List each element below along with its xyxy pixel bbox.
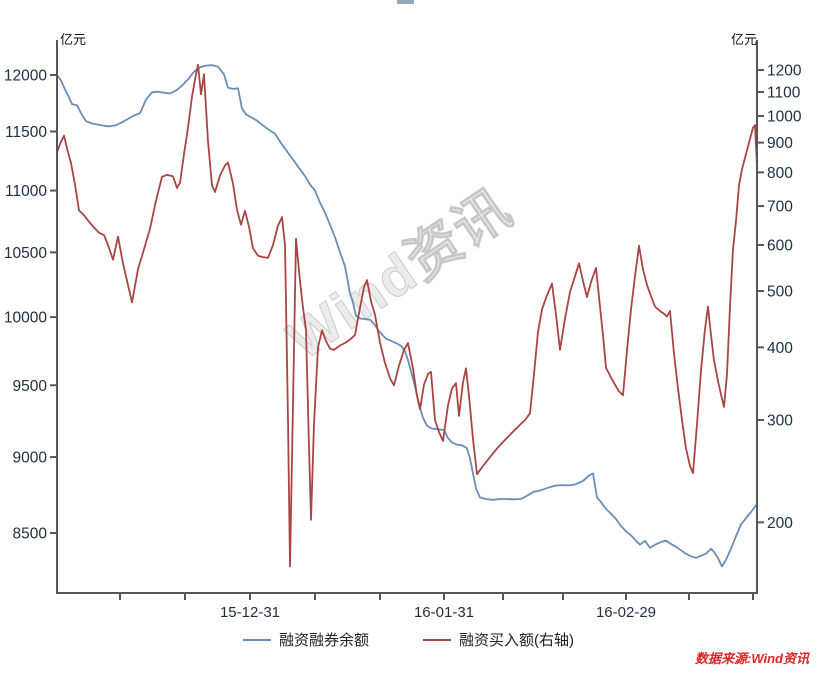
right-axis-tick-label: 600 <box>767 237 793 254</box>
left-axis-tick-label: 11000 <box>5 183 47 200</box>
left-axis-tick-label: 9000 <box>13 450 48 467</box>
right-axis-tick-label: 500 <box>767 284 793 301</box>
right-axis-tick-label: 800 <box>767 165 793 182</box>
balance-line-swatch <box>242 638 271 641</box>
right-axis-unit-label: 亿元 <box>731 32 758 47</box>
legend: 融资融券余额 融资买入额(右轴) <box>0 629 817 650</box>
right-axis-tick-label: 900 <box>767 135 793 152</box>
left-axis-tick-label: 12000 <box>4 68 47 85</box>
top-window-dash <box>397 0 414 4</box>
data-source-note: 数据来源:Wind资讯 <box>695 651 809 666</box>
x-axis-date-label: 16-02-29 <box>596 604 656 621</box>
buy-amount-legend-label: 融资买入额(右轴) <box>459 632 574 649</box>
balance-line <box>56 64 758 568</box>
legend-item-buy-amount: 融资买入额(右轴) <box>423 629 574 650</box>
left-axis-tick-label: 11500 <box>5 124 47 141</box>
legend-item-balance: 融资融券余额 <box>242 629 369 650</box>
buy-amount-line <box>56 63 758 568</box>
x-axis-date-label: 16-01-31 <box>414 604 474 621</box>
balance-legend-label: 融资融券余额 <box>278 632 369 649</box>
right-axis-tick-label: 1000 <box>767 109 802 126</box>
right-axis-tick-label: 300 <box>767 412 793 429</box>
right-axis-tick-label: 400 <box>767 340 793 357</box>
right-axis-tick-label: 1200 <box>767 63 802 80</box>
right-axis-tick-label: 200 <box>767 515 793 532</box>
left-axis-unit-label: 亿元 <box>60 32 87 47</box>
left-axis-tick-label: 10500 <box>4 245 47 262</box>
left-axis-tick-label: 8500 <box>13 525 48 542</box>
buy-amount-line-swatch <box>423 638 451 641</box>
right-axis-tick-label: 1100 <box>767 84 801 101</box>
right-axis-tick-label: 700 <box>767 199 793 216</box>
left-axis-tick-label: 9500 <box>13 378 48 395</box>
x-axis-date-label: 15-12-31 <box>220 604 280 621</box>
left-axis-tick-label: 10000 <box>4 310 47 327</box>
